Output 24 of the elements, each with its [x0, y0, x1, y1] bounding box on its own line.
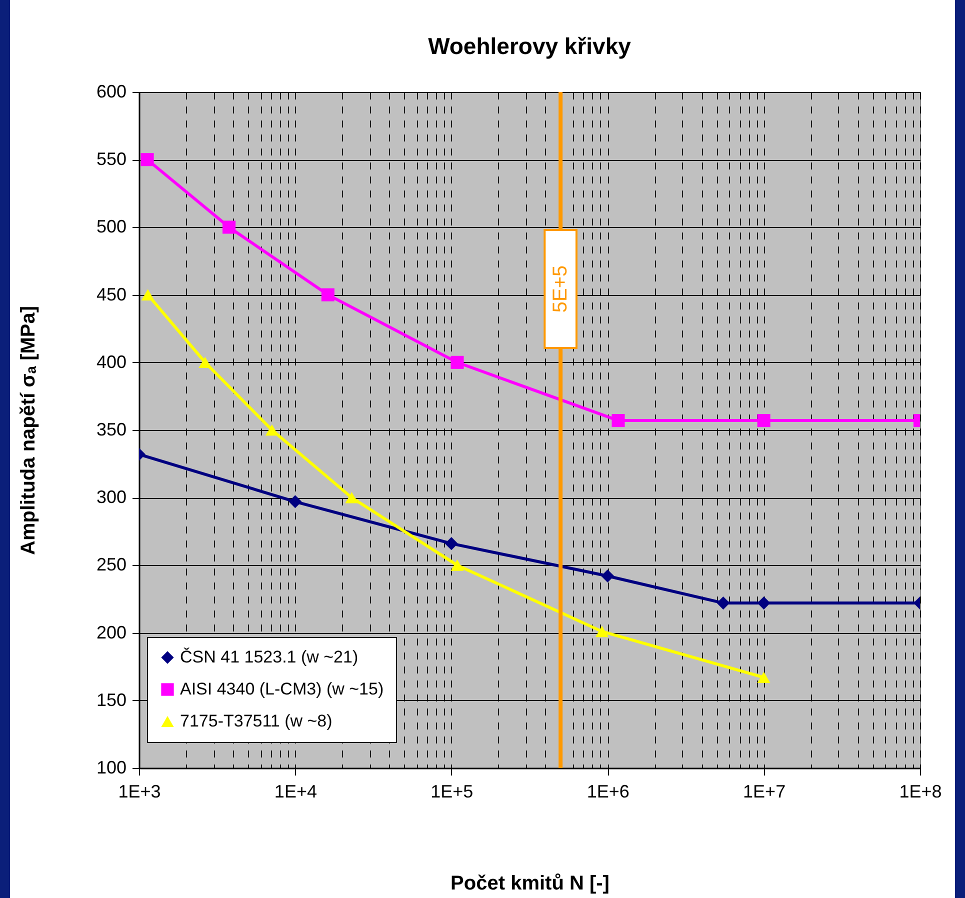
chart-title: Woehlerovy křivky [428, 33, 632, 59]
y-tick-label: 450 [96, 284, 126, 304]
y-tick-label: 200 [96, 622, 126, 642]
y-tick-label: 100 [96, 758, 126, 778]
x-tick-label: 1E+8 [899, 782, 942, 802]
y-tick-label: 350 [96, 420, 126, 440]
y-tick-label: 550 [96, 149, 126, 170]
x-tick-label: 1E+3 [118, 782, 161, 802]
y-tick-label: 150 [96, 690, 126, 710]
y-tick-label: 300 [96, 487, 126, 508]
x-tick-label: 1E+7 [743, 782, 786, 802]
y-tick-label: 250 [96, 554, 126, 575]
x-tick-label: 1E+6 [586, 782, 630, 802]
x-tick-label: 1E+5 [430, 782, 474, 802]
y-tick-label: 400 [96, 352, 126, 372]
x-axis-title: Počet kmitů N [-] [450, 872, 610, 894]
legend-label: AISI 4340 (L-CM3) (w ~15) [180, 680, 384, 698]
legend-label: ČSN 41 1523.1 (w ~21) [180, 648, 358, 666]
y-axis-title: Amplituda napětí σₐ [MPa] [17, 306, 40, 556]
ref-line-label: 5E+5 [550, 265, 572, 313]
legend-label: 7175-T37511 (w ~8) [180, 712, 332, 730]
y-tick-label: 600 [96, 82, 126, 102]
x-tick-label: 1E+4 [274, 782, 317, 802]
y-tick-label: 500 [96, 216, 126, 237]
